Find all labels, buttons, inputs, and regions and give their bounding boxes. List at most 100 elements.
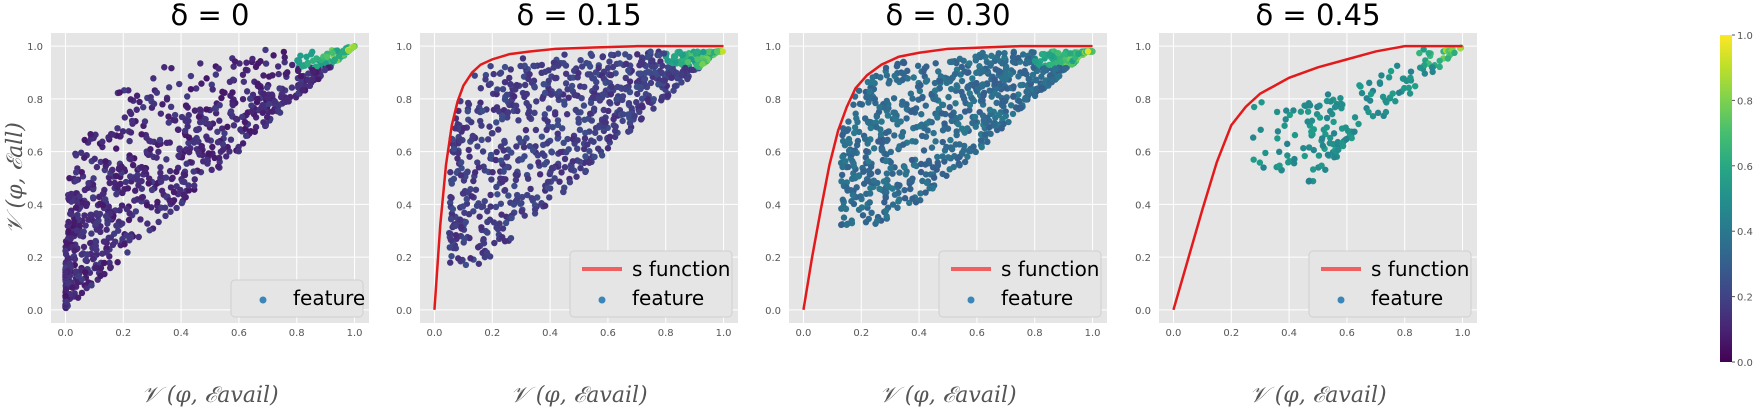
feature-point (1407, 68, 1415, 75)
feature-point (684, 74, 692, 81)
y-tick-label: 0.8 (27, 95, 43, 106)
feature-point (916, 123, 923, 130)
feature-point (1056, 72, 1063, 80)
feature-point (568, 82, 576, 90)
feature-point (945, 93, 952, 101)
feature-point (551, 111, 559, 118)
feature-point (678, 79, 685, 86)
feature-point (254, 82, 262, 90)
panel-title: δ = 0.30 (885, 0, 1010, 32)
feature-point (138, 131, 145, 138)
feature-point (101, 270, 108, 278)
feature-point (545, 77, 552, 85)
feature-point (73, 199, 81, 206)
feature-point (448, 252, 455, 260)
feature-point (464, 108, 471, 115)
feature-point (1322, 166, 1329, 173)
feature-point (930, 129, 937, 137)
feature-point (499, 85, 507, 93)
feature-point (226, 78, 234, 86)
feature-point (499, 234, 506, 241)
feature-point (218, 94, 225, 102)
feature-point (958, 77, 966, 85)
feature-point (588, 117, 595, 124)
feature-point (237, 126, 244, 133)
feature-point (99, 202, 106, 209)
y-tick-label: 0.4 (765, 200, 781, 211)
feature-point (1416, 49, 1423, 57)
legend-dot-swatch (598, 296, 606, 304)
feature-point (941, 158, 948, 165)
feature-point (1023, 96, 1030, 103)
colorbar-tick-label: 0.6 (1737, 162, 1753, 173)
feature-point (191, 176, 198, 183)
y-tick-label: 0.2 (1135, 253, 1151, 264)
feature-point (197, 60, 204, 67)
feature-point (1249, 134, 1257, 141)
feature-point (1310, 146, 1317, 154)
feature-point (470, 208, 477, 215)
feature-point (538, 61, 546, 69)
feature-point (650, 105, 657, 112)
feature-point (62, 292, 69, 300)
feature-point (71, 247, 78, 254)
feature-point (876, 104, 883, 111)
feature-point (168, 64, 175, 72)
feature-point (507, 234, 515, 242)
feature-point (562, 80, 570, 87)
feature-point (323, 53, 331, 60)
feature-point (277, 93, 285, 101)
feature-point (952, 100, 959, 107)
feature-point (523, 135, 530, 142)
feature-point (1257, 126, 1264, 133)
feature-point (133, 92, 141, 99)
feature-point (231, 58, 239, 65)
feature-point (1300, 144, 1307, 152)
feature-point (276, 85, 283, 92)
feature-point (154, 198, 161, 206)
feature-point (175, 152, 182, 160)
feature-point (672, 58, 679, 65)
feature-point (1016, 97, 1023, 105)
feature-point (127, 96, 134, 103)
feature-point (907, 108, 915, 115)
feature-point (1319, 142, 1327, 149)
feature-point (883, 151, 890, 158)
feature-point (511, 182, 518, 190)
y-tick-label: 1.0 (27, 42, 43, 53)
feature-point (850, 200, 858, 208)
feature-point (173, 168, 180, 175)
feature-point (89, 255, 97, 263)
feature-point (93, 163, 101, 171)
feature-point (934, 114, 941, 121)
feature-point (917, 160, 925, 168)
feature-point (521, 81, 529, 89)
feature-point (556, 178, 563, 185)
feature-point (548, 164, 556, 172)
feature-point (894, 60, 901, 68)
feature-point (487, 191, 494, 199)
feature-point (1276, 162, 1283, 169)
feature-point (480, 163, 487, 170)
feature-point (693, 62, 700, 69)
feature-point (648, 63, 656, 70)
feature-point (980, 117, 987, 124)
feature-point (461, 235, 468, 243)
feature-point (866, 190, 874, 197)
feature-point (1015, 73, 1022, 80)
feature-point (460, 124, 468, 132)
feature-point (973, 79, 980, 87)
feature-point (655, 81, 662, 88)
feature-point (248, 108, 255, 115)
feature-point (167, 103, 175, 111)
y-tick-label: 0.6 (765, 148, 781, 159)
feature-point (127, 173, 134, 180)
feature-point (161, 204, 169, 211)
feature-point (501, 78, 509, 86)
x-tick-label: 1.0 (1455, 328, 1471, 339)
feature-point (219, 146, 227, 153)
feature-point (932, 60, 939, 67)
feature-point (125, 216, 133, 224)
feature-point (700, 48, 707, 56)
feature-point (280, 48, 288, 56)
